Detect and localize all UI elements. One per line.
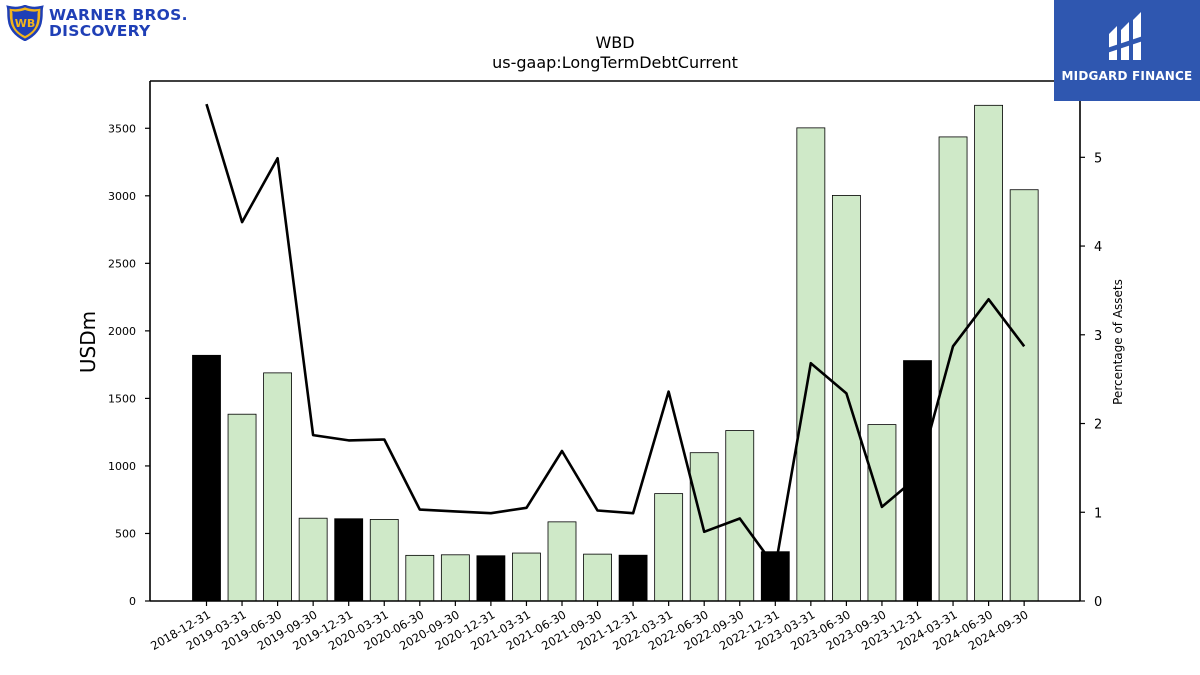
bar-2022-12-31 <box>760 551 790 602</box>
bar-2023-09-30 <box>867 424 897 602</box>
y-axis-label: USDm <box>76 311 100 373</box>
bar-2024-06-30 <box>974 104 1003 602</box>
y-tick-label: 2000 <box>108 325 136 338</box>
chart-title: WBD <box>595 33 634 52</box>
y2-tick-label: 0 <box>1094 595 1102 610</box>
publisher-name: MIDGARD FINANCE <box>1061 69 1193 83</box>
bar-2021-06-30 <box>547 521 577 602</box>
bar-2019-03-31 <box>227 413 257 602</box>
y-tick-label: 3000 <box>108 190 136 203</box>
bar-2018-12-31 <box>192 354 221 602</box>
line-series <box>205 103 1026 569</box>
y-tick-label: 1000 <box>108 460 136 473</box>
y-tick-label: 2500 <box>108 257 136 270</box>
bar-2019-12-31 <box>334 518 364 602</box>
publisher-badge: MIDGARD FINANCE <box>1054 0 1200 101</box>
percentage-line <box>205 103 1026 569</box>
midgard-logo-icon <box>1107 12 1143 60</box>
logo-line-2: DISCOVERY <box>49 22 151 40</box>
bar-2022-03-31 <box>654 493 684 602</box>
y2-axis-label: Percentage of Assets <box>1111 279 1125 405</box>
chart-subtitle: us-gaap:LongTermDebtCurrent <box>492 53 738 72</box>
bar-2023-12-31 <box>903 360 932 602</box>
y2-tick-label: 3 <box>1094 329 1102 344</box>
bar-2020-09-30 <box>440 554 470 602</box>
bar-2019-06-30 <box>263 372 293 602</box>
bar-2021-09-30 <box>583 553 612 602</box>
y2-tick-label: 4 <box>1094 240 1102 255</box>
bar-2020-06-30 <box>405 554 435 602</box>
y-tick-label: 500 <box>115 527 136 540</box>
bar-2024-09-30 <box>1009 189 1039 602</box>
svg-text:WB: WB <box>15 17 36 30</box>
bar-2020-12-31 <box>476 555 506 602</box>
company-logo: WB WARNER BROS. DISCOVERY <box>6 5 196 45</box>
y2-tick-label: 2 <box>1094 418 1102 433</box>
bar-2024-03-31 <box>938 136 968 602</box>
y-tick-label: 0 <box>129 595 136 608</box>
y-tick-label: 1500 <box>108 392 136 405</box>
y2-tick-label: 5 <box>1094 151 1102 166</box>
y2-tick-label: 1 <box>1094 506 1102 521</box>
bar-2019-09-30 <box>298 517 328 602</box>
wb-shield-icon: WB <box>6 5 44 41</box>
bar-2021-03-31 <box>512 552 541 602</box>
y-tick-label: 3500 <box>108 122 136 135</box>
bar-2022-09-30 <box>725 430 755 602</box>
bar-2020-03-31 <box>369 519 399 602</box>
bar-series <box>192 104 1039 602</box>
bar-2023-06-30 <box>832 194 861 602</box>
bar-2021-12-31 <box>618 554 648 602</box>
logo-line-1: WARNER BROS. <box>49 6 188 24</box>
